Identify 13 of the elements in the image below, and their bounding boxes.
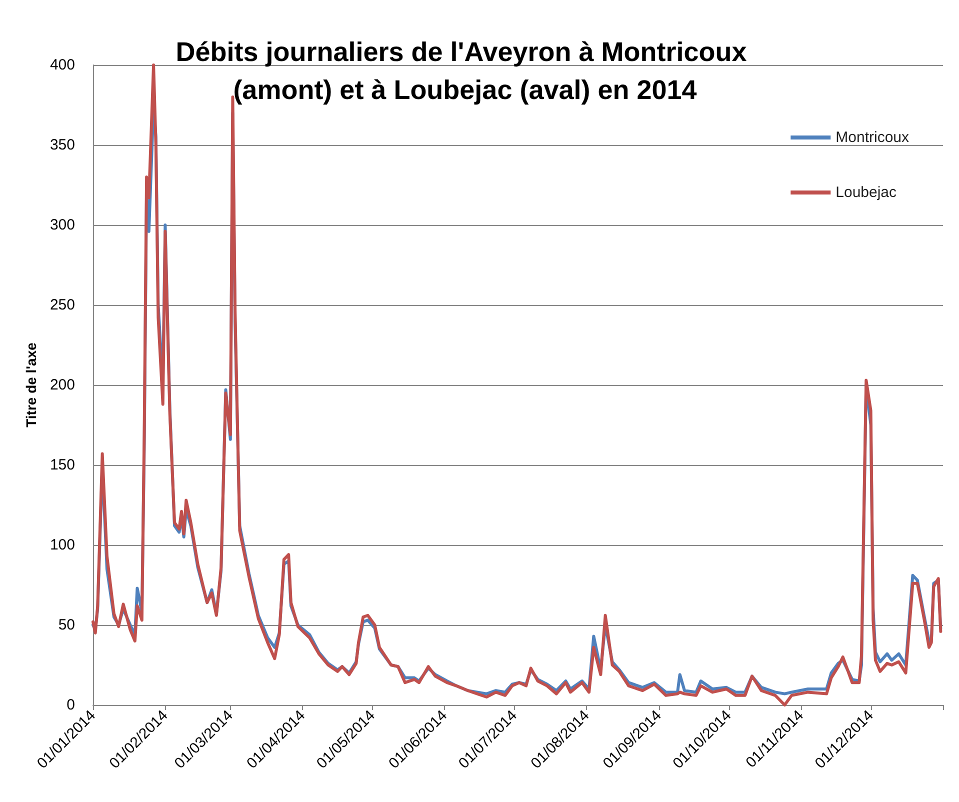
y-tick-label: 200 xyxy=(50,376,75,394)
chart-title: Débits journaliers de l'Aveyron à Montricoux (amont) et à Loubejac (aval) en 2014 xyxy=(176,37,754,105)
y-tick-label: 250 xyxy=(50,296,75,314)
legend-label: Montricoux xyxy=(836,129,910,146)
y-tick-label: 100 xyxy=(50,536,75,554)
y-tick-label: 300 xyxy=(50,216,75,234)
y-axis-title: Titre de l'axe xyxy=(23,342,39,428)
y-tick-label: 0 xyxy=(66,696,75,714)
y-tick-label: 150 xyxy=(50,456,75,474)
y-tick-label: 400 xyxy=(50,56,75,74)
y-tick-label: 50 xyxy=(58,616,75,634)
legend-label: Loubejac xyxy=(836,184,898,201)
y-tick-label: 350 xyxy=(50,136,75,154)
